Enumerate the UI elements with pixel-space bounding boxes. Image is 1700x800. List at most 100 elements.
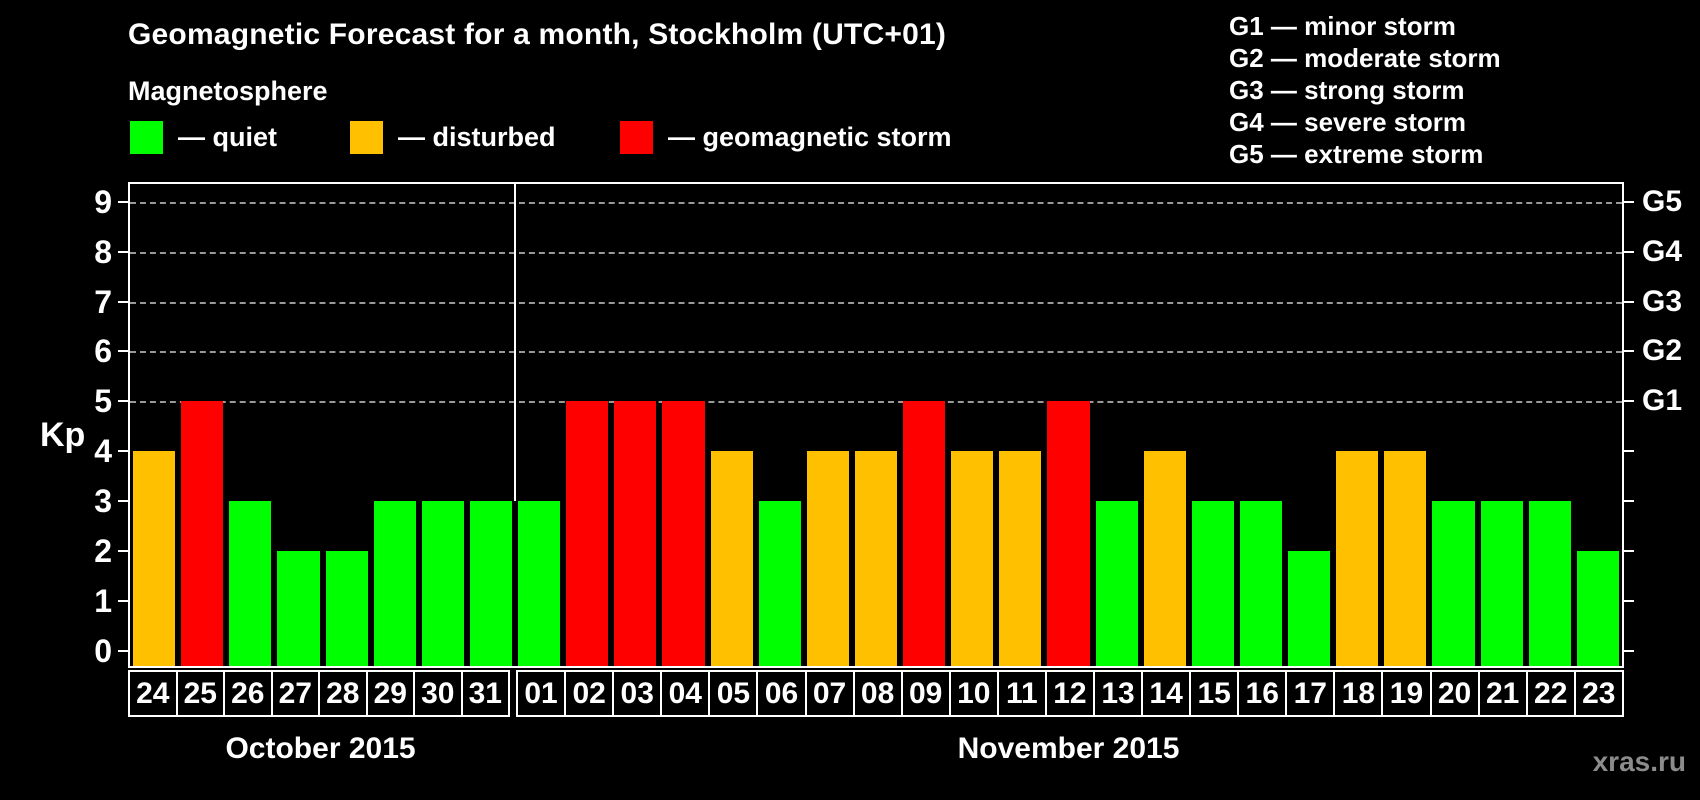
day-label-23: 23 <box>1573 670 1624 717</box>
kp-bar-day-29 <box>373 501 416 666</box>
y-tick-label-0: 0 <box>94 632 112 669</box>
day-label-06: 06 <box>756 670 807 717</box>
day-label-26: 26 <box>223 670 273 717</box>
gridline-kp-7 <box>130 301 1622 304</box>
kp-bar-day-02 <box>566 401 609 666</box>
kp-bar-day-16 <box>1239 501 1283 666</box>
right-axis-label-g3: G3 <box>1642 284 1683 318</box>
left-axis-tick-1 <box>118 599 128 602</box>
gridline-kp-9 <box>130 201 1622 204</box>
month-label-november: November 2015 <box>957 732 1180 765</box>
g-legend-line-g2: G2 — moderate storm <box>1229 43 1501 73</box>
day-label-12: 12 <box>1044 670 1095 717</box>
storm-color-swatch <box>620 120 653 154</box>
left-axis-tick-7 <box>118 300 128 303</box>
day-label-18: 18 <box>1333 670 1384 717</box>
kp-bar-day-08 <box>854 451 898 666</box>
kp-bar-day-23 <box>1576 550 1619 666</box>
day-label-22: 22 <box>1525 670 1576 717</box>
right-axis-tick-8 <box>1624 250 1634 253</box>
day-label-28: 28 <box>318 670 368 717</box>
day-label-15: 15 <box>1189 670 1240 717</box>
day-label-10: 10 <box>948 670 999 717</box>
g-legend-line-g4: G4 — severe storm <box>1229 107 1467 137</box>
left-axis-tick-6 <box>118 350 128 353</box>
kp-bar-day-12 <box>1047 401 1090 666</box>
kp-bar-day-05 <box>710 451 753 666</box>
left-axis-tick-2 <box>118 549 128 552</box>
month-separator-line <box>514 184 517 501</box>
plot-area <box>128 182 1624 668</box>
legend-label-storm: — geomagnetic storm <box>668 121 952 152</box>
kp-bar-day-21 <box>1480 501 1523 666</box>
right-axis-label-g2: G2 <box>1642 334 1683 368</box>
y-tick-label-6: 6 <box>94 333 112 370</box>
g-scale-legend: G1 — minor storm G2 — moderate storm G3 … <box>1229 10 1501 170</box>
kp-bar-day-15 <box>1191 501 1234 666</box>
right-axis-tick-7 <box>1624 300 1634 303</box>
day-label-16: 16 <box>1237 670 1288 717</box>
day-label-27: 27 <box>270 670 320 717</box>
kp-bar-day-13 <box>1095 501 1138 666</box>
day-label-19: 19 <box>1381 670 1432 717</box>
day-label-01: 01 <box>516 670 567 717</box>
right-axis-tick-0 <box>1624 649 1634 652</box>
day-label-21: 21 <box>1477 670 1528 717</box>
right-axis-tick-4 <box>1624 450 1634 453</box>
y-tick-label-8: 8 <box>94 233 112 270</box>
legend-label-disturbed: — disturbed <box>398 121 556 152</box>
kp-bar-day-20 <box>1432 501 1475 666</box>
kp-bar-day-27 <box>277 550 320 666</box>
y-axis-title: Kp <box>40 416 86 454</box>
kp-bar-day-01 <box>518 501 561 666</box>
right-axis-label-g4: G4 <box>1642 234 1683 268</box>
disturbed-color-swatch <box>350 120 383 154</box>
left-axis-tick-5 <box>118 400 128 403</box>
legend-label-quiet: — quiet <box>178 121 277 152</box>
day-label-02: 02 <box>564 670 615 717</box>
kp-bar-day-25 <box>181 401 224 666</box>
day-label-band-october: 24 25 26 27 28 29 30 31 <box>128 670 510 717</box>
day-label-25: 25 <box>175 670 225 717</box>
day-label-30: 30 <box>413 670 463 717</box>
gridline-kp-6 <box>130 351 1622 354</box>
day-label-24: 24 <box>128 670 178 717</box>
right-axis-tick-6 <box>1624 350 1634 353</box>
day-label-29: 29 <box>365 670 415 717</box>
kp-bar-day-26 <box>229 501 272 666</box>
day-label-03: 03 <box>612 670 663 717</box>
left-axis-tick-9 <box>118 200 128 203</box>
month-label-october: October 2015 <box>225 732 416 765</box>
day-label-05: 05 <box>708 670 759 717</box>
kp-bar-day-06 <box>758 501 801 666</box>
day-label-08: 08 <box>852 670 903 717</box>
kp-bar-day-18 <box>1336 451 1379 666</box>
day-label-17: 17 <box>1285 670 1336 717</box>
kp-bar-day-04 <box>662 401 705 666</box>
kp-bar-day-10 <box>951 451 994 666</box>
left-axis-tick-8 <box>118 250 128 253</box>
legend-item-storm: — geomagnetic storm <box>620 120 952 154</box>
kp-bar-day-03 <box>614 401 657 666</box>
y-tick-label-2: 2 <box>94 532 112 569</box>
y-tick-label-7: 7 <box>94 283 112 320</box>
y-tick-label-9: 9 <box>94 183 112 220</box>
left-axis-tick-0 <box>118 649 128 652</box>
day-label-31: 31 <box>460 670 510 717</box>
y-tick-label-5: 5 <box>94 383 112 420</box>
kp-bar-day-09 <box>903 401 946 666</box>
g-legend-line-g1: G1 — minor storm <box>1229 11 1456 41</box>
kp-bar-day-07 <box>806 451 849 666</box>
right-axis-tick-1 <box>1624 599 1634 602</box>
kp-bar-day-17 <box>1288 550 1331 666</box>
gridline-kp-5 <box>130 401 1622 404</box>
y-tick-label-1: 1 <box>94 582 112 619</box>
kp-bar-day-22 <box>1528 501 1571 666</box>
g-legend-line-g5: G5 — extreme storm <box>1229 139 1484 169</box>
right-axis-tick-9 <box>1624 200 1634 203</box>
y-tick-label-3: 3 <box>94 483 112 519</box>
right-axis-tick-5 <box>1624 400 1634 403</box>
kp-bar-day-30 <box>421 501 464 666</box>
day-label-09: 09 <box>900 670 951 717</box>
